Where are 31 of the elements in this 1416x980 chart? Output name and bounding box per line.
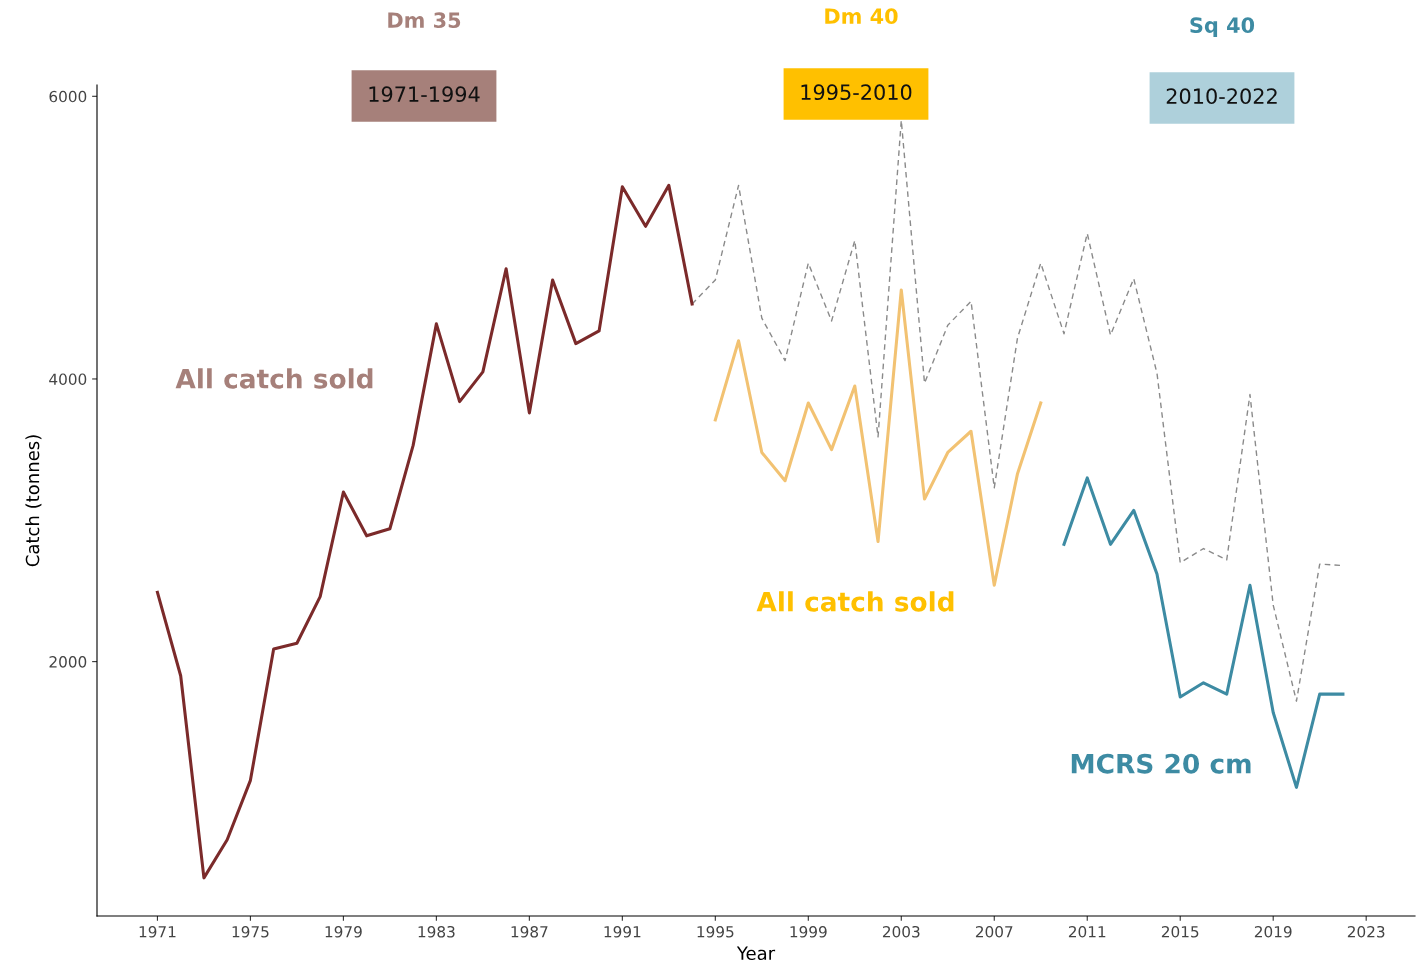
y-tick-label: 2000 [49, 656, 87, 668]
annotation: All catch sold [756, 591, 954, 612]
x-tick-label: 1975 [232, 925, 269, 938]
line-series [155, 183, 694, 880]
text: Dm 35 [388, 12, 461, 29]
x-tick-label: 1999 [790, 925, 827, 938]
y-axis-title: Catch (tonnes) [25, 435, 42, 567]
x-tick-label: 1991 [604, 925, 641, 938]
y-tick-label: 6000 [49, 90, 87, 103]
x-tick-label: 2019 [1254, 925, 1292, 938]
x-tick-label: 1983 [418, 925, 455, 938]
annotation: 2010-2022 [1166, 88, 1277, 105]
line-series [1062, 476, 1345, 789]
x-tick-label: 2011 [1068, 925, 1106, 938]
x-tick-label: 2003 [882, 925, 920, 938]
x-tick-label: 1995 [697, 925, 734, 938]
annotation: MCRS 20 cm [1071, 753, 1251, 774]
x-tick-label: 2007 [975, 925, 1013, 938]
line-series [713, 288, 1043, 587]
annotation: 1995-2010 [801, 84, 912, 101]
x-tick-label: 1979 [325, 925, 362, 938]
text: Sq 40 [1190, 17, 1255, 38]
x-tick-label: 1987 [511, 925, 548, 938]
text: Dm 40 [825, 8, 898, 25]
x-tick-label: 2023 [1347, 925, 1385, 938]
annotation: All catch sold [175, 368, 373, 389]
x-tick-label: 2015 [1161, 925, 1199, 938]
annotation: 1971-1994 [369, 86, 480, 103]
x-tick-label: 1971 [139, 925, 176, 938]
x-axis-title: Year [736, 946, 776, 961]
y-tick-label: 4000 [49, 373, 87, 385]
